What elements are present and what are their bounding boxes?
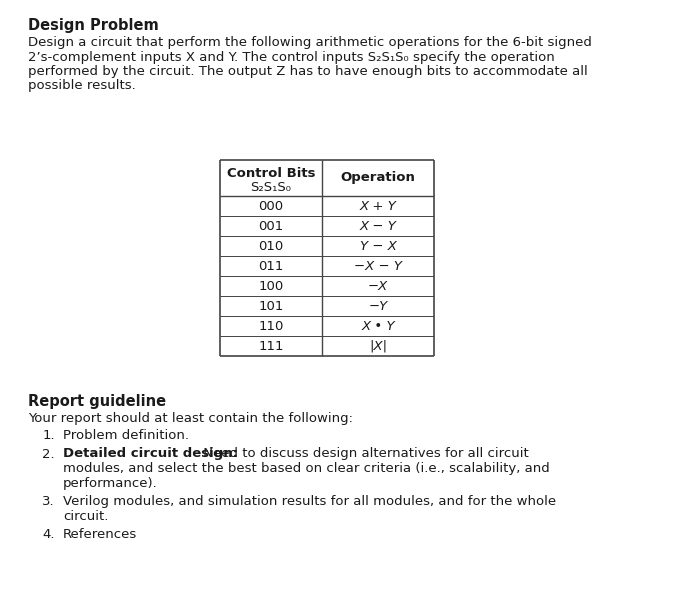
Text: modules, and select the best based on clear criteria (i.e., scalability, and: modules, and select the best based on cl… — [63, 462, 550, 475]
Text: −Y: −Y — [368, 300, 388, 312]
Text: |X|: |X| — [369, 339, 387, 353]
Text: Y − X: Y − X — [360, 239, 396, 253]
Text: 000: 000 — [258, 200, 284, 212]
Text: 3.: 3. — [43, 495, 55, 508]
Text: S₂S₁S₀: S₂S₁S₀ — [251, 181, 291, 194]
Text: X • Y: X • Y — [361, 320, 395, 332]
Text: 111: 111 — [258, 339, 284, 353]
Text: Your report should at least contain the following:: Your report should at least contain the … — [28, 412, 353, 425]
Text: 010: 010 — [258, 239, 284, 253]
Text: Detailed circuit design:: Detailed circuit design: — [63, 447, 238, 461]
Text: possible results.: possible results. — [28, 80, 136, 92]
Text: 110: 110 — [258, 320, 284, 332]
Text: 2’s-complement inputs X and Y. The control inputs S₂S₁S₀ specify the operation: 2’s-complement inputs X and Y. The contr… — [28, 51, 554, 63]
Text: Need to discuss design alternatives for all circuit: Need to discuss design alternatives for … — [199, 447, 528, 461]
Text: Design Problem: Design Problem — [28, 18, 159, 33]
Text: 1.: 1. — [43, 429, 55, 442]
Text: circuit.: circuit. — [63, 510, 108, 523]
Text: 4.: 4. — [43, 528, 55, 541]
Text: −X: −X — [368, 280, 388, 292]
Text: X − Y: X − Y — [360, 219, 396, 233]
Text: References: References — [63, 528, 137, 541]
Text: performance).: performance). — [63, 476, 158, 490]
Text: Problem definition.: Problem definition. — [63, 429, 189, 442]
Text: Verilog modules, and simulation results for all modules, and for the whole: Verilog modules, and simulation results … — [63, 495, 556, 508]
Text: −X − Y: −X − Y — [354, 259, 402, 273]
Text: 2.: 2. — [43, 447, 55, 461]
Text: 011: 011 — [258, 259, 284, 273]
Text: Design a circuit that perform the following arithmetic operations for the 6-bit : Design a circuit that perform the follow… — [28, 36, 592, 49]
Text: 100: 100 — [258, 280, 284, 292]
Text: 001: 001 — [258, 219, 284, 233]
Text: 101: 101 — [258, 300, 284, 312]
Text: X + Y: X + Y — [360, 200, 396, 212]
Text: performed by the circuit. The output Z has to have enough bits to accommodate al: performed by the circuit. The output Z h… — [28, 65, 588, 78]
Text: Operation: Operation — [341, 171, 415, 185]
Text: Control Bits: Control Bits — [227, 167, 315, 180]
Text: Report guideline: Report guideline — [28, 394, 166, 409]
